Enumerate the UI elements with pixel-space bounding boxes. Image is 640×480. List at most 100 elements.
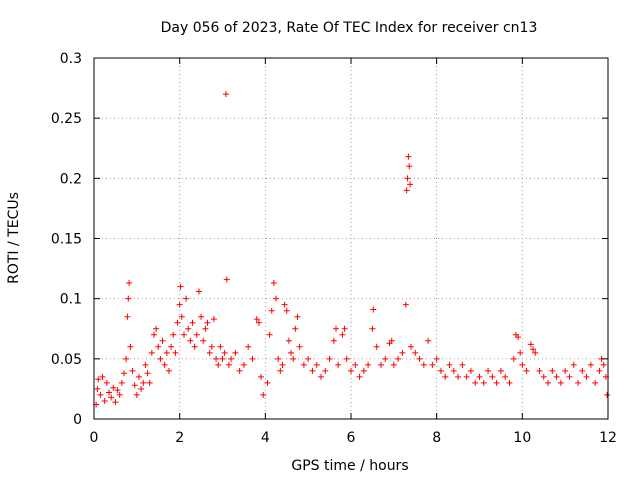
- data-point: [253, 316, 260, 323]
- data-point: [450, 367, 457, 374]
- data-point: [213, 355, 220, 362]
- data-point: [330, 337, 337, 344]
- data-point: [236, 367, 243, 374]
- data-point: [215, 361, 222, 368]
- y-tick-labels: 0 0.05 0.1 0.15 0.2 0.25 0.3: [51, 51, 82, 428]
- data-point: [281, 301, 288, 308]
- data-point: [101, 397, 108, 404]
- y-tick-label: 0.25: [51, 111, 82, 127]
- data-point: [429, 361, 436, 368]
- data-point: [348, 367, 354, 374]
- x-tick-label: 10: [513, 430, 531, 446]
- data-point: [296, 343, 303, 350]
- data-point: [459, 361, 466, 368]
- data-point: [515, 334, 522, 341]
- data-point: [318, 373, 325, 380]
- data-point: [472, 379, 479, 386]
- data-point: [183, 295, 190, 302]
- data-point: [480, 379, 487, 386]
- data-point: [502, 373, 509, 380]
- data-point: [124, 313, 131, 320]
- data-point: [416, 355, 423, 362]
- data-point: [185, 325, 192, 332]
- data-point: [249, 355, 256, 362]
- data-point: [403, 187, 410, 194]
- data-point: [343, 355, 350, 362]
- data-point: [523, 367, 530, 374]
- data-point: [294, 313, 301, 320]
- data-point: [208, 343, 215, 350]
- data-point: [305, 355, 312, 362]
- data-point: [485, 367, 492, 374]
- data-point: [123, 355, 130, 362]
- data-point: [570, 361, 577, 368]
- data-point: [575, 379, 582, 386]
- data-point: [264, 379, 271, 386]
- data-point: [322, 367, 329, 374]
- data-point: [300, 361, 307, 368]
- data-point: [103, 379, 110, 386]
- data-point: [596, 367, 603, 374]
- data-point: [198, 313, 205, 320]
- data-point: [553, 373, 560, 380]
- data-point: [373, 343, 380, 350]
- data-point: [133, 391, 140, 398]
- data-point: [99, 373, 106, 380]
- data-point: [369, 325, 376, 332]
- data-point: [437, 367, 444, 374]
- data-point: [219, 355, 226, 362]
- data-point: [118, 379, 125, 386]
- data-point: [309, 367, 316, 374]
- data-point: [275, 355, 282, 362]
- data-point: [532, 349, 539, 356]
- data-point: [191, 343, 198, 350]
- data-point: [170, 331, 177, 338]
- data-point: [240, 361, 247, 368]
- data-point: [467, 367, 474, 374]
- data-point: [163, 349, 170, 356]
- x-tick-label: 0: [90, 430, 99, 446]
- data-point: [153, 325, 160, 332]
- data-point: [168, 343, 175, 350]
- data-point: [222, 91, 229, 98]
- data-point: [129, 367, 136, 374]
- data-point: [545, 379, 552, 386]
- data-point: [463, 373, 470, 380]
- data-point: [200, 337, 207, 344]
- x-tick-label: 6: [347, 430, 356, 446]
- data-point: [180, 331, 187, 338]
- data-point: [489, 373, 496, 380]
- data-point: [157, 355, 164, 362]
- data-point: [360, 367, 367, 374]
- data-point: [370, 306, 377, 313]
- data-point: [172, 349, 179, 356]
- data-point: [549, 367, 556, 374]
- data-point: [225, 361, 232, 368]
- grid-lines: [94, 58, 608, 419]
- data-point: [406, 163, 413, 170]
- data-point: [268, 307, 275, 314]
- data-point: [114, 387, 121, 394]
- data-point: [405, 153, 412, 160]
- y-tick-label: 0: [73, 412, 82, 428]
- data-point: [159, 337, 166, 344]
- data-point: [412, 349, 419, 356]
- data-point: [223, 276, 230, 283]
- x-tick-label: 12: [599, 430, 617, 446]
- data-point: [404, 175, 411, 182]
- x-tick-label: 2: [175, 430, 184, 446]
- data-point: [341, 325, 348, 332]
- x-tick-labels: 0 2 4 6 8 10 12: [90, 430, 617, 446]
- data-point: [95, 376, 102, 383]
- data-point: [377, 361, 384, 368]
- data-point: [140, 379, 147, 386]
- data-point: [110, 384, 117, 391]
- data-point: [407, 181, 414, 188]
- data-point: [127, 343, 134, 350]
- data-point: [142, 361, 149, 368]
- data-point: [155, 343, 162, 350]
- x-tick-label: 4: [261, 430, 270, 446]
- data-point: [193, 331, 200, 338]
- data-point: [273, 295, 280, 302]
- data-point: [557, 379, 564, 386]
